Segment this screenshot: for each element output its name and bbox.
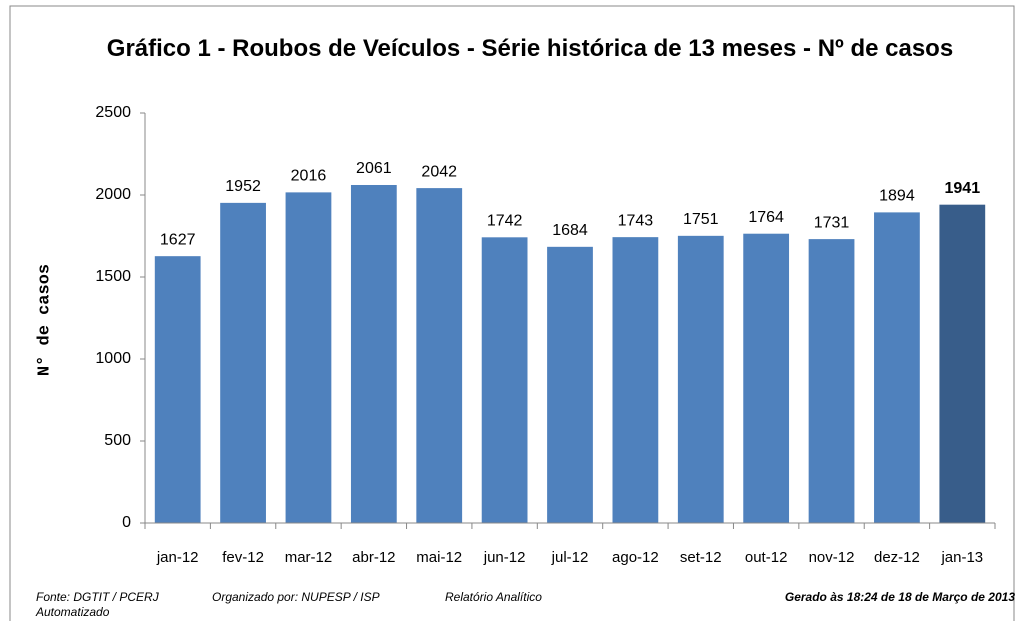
chart-title: Gráfico 1 - Roubos de Veículos - Série h… [106,35,954,62]
bar [547,246,593,523]
value-label: 1894 [879,188,915,205]
footer-generated: Gerado às 18:24 de 18 de Março de 2013 [784,590,1015,604]
chart-frame [9,5,1015,621]
value-label: 1952 [225,178,261,195]
value-label: 2061 [356,160,392,177]
x-tick-label: fev-12 [222,549,264,566]
bar [939,204,986,523]
bar [154,256,201,523]
x-tick-label: jan-13 [940,549,983,566]
bar [350,184,397,523]
bar [481,237,528,523]
value-label: 1684 [552,222,588,239]
y-tick-label: 500 [104,432,131,449]
bar [285,192,332,523]
y-tick-label: 1000 [95,350,131,367]
footer-report: Relatório Analítico [445,590,542,604]
footer-source: Fonte: DGTIT / PCERJ [36,590,159,604]
value-label: 1743 [618,212,654,229]
value-label: 2042 [421,163,457,180]
x-tick-label: set-12 [680,549,722,566]
bar [743,233,790,524]
x-tick-label: jun-12 [483,549,526,566]
x-tick-label: ago-12 [612,549,659,566]
footer-report-cont: Automatizado [36,605,110,619]
x-tick-label: nov-12 [809,549,855,566]
value-label: 1627 [160,231,196,248]
bar [612,237,659,523]
x-tick-label: abr-12 [352,549,395,566]
footer-organizer: Organizado por: NUPESP / ISP [212,590,380,604]
x-tick-label: jul-12 [551,549,589,566]
bar [808,239,855,523]
y-tick-label: 2500 [95,104,131,121]
bar [220,202,266,523]
y-tick-label: 2000 [95,186,131,203]
value-label: 1731 [814,214,850,231]
value-label: 1742 [487,213,523,230]
value-label: 1751 [683,211,719,228]
value-label: 1941 [945,180,981,197]
bar [874,212,920,523]
bar [677,235,724,523]
y-tick-label: 1500 [95,268,131,285]
x-tick-label: dez-12 [874,549,920,566]
y-tick-label: 0 [122,514,131,531]
value-label: 1764 [748,209,784,226]
value-label: 2016 [291,168,327,185]
x-tick-label: jan-12 [156,549,199,566]
bar [416,188,463,523]
y-axis-label: N° de casos [35,264,54,376]
x-tick-label: mai-12 [416,549,462,566]
x-tick-label: mar-12 [285,549,333,566]
x-tick-label: out-12 [745,549,788,566]
